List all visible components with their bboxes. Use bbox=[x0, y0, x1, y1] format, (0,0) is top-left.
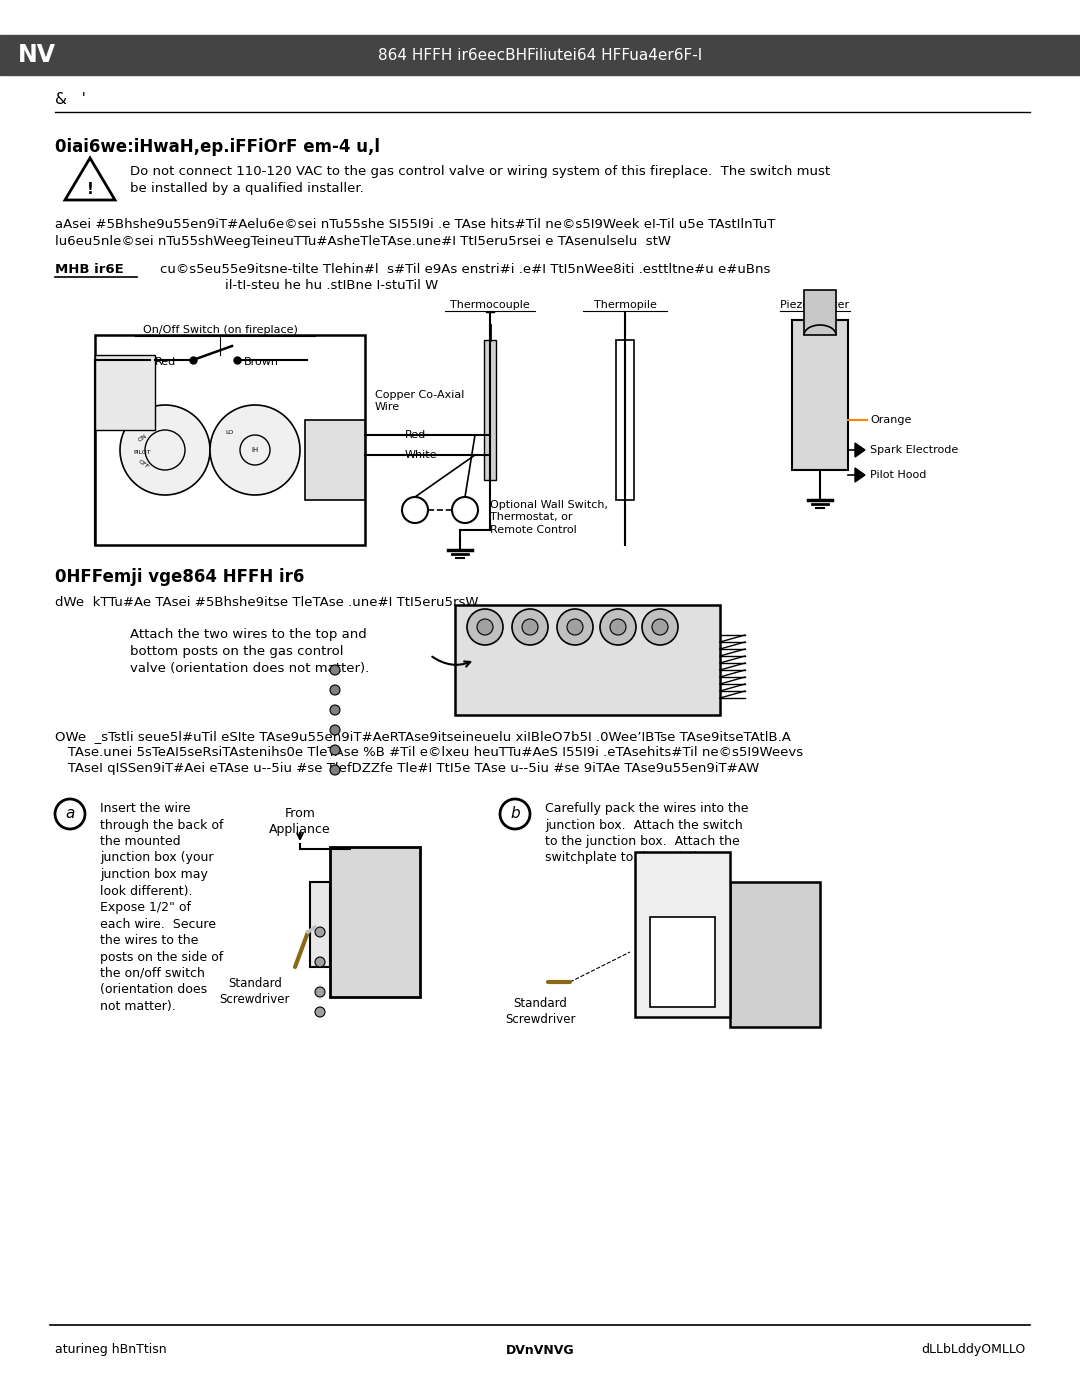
Text: cu©s5eu55e9itsne-tilte Tlehin#l  s#Til e9As enstri#i .e#I TtI5nWee8iti .esttltne: cu©s5eu55e9itsne-tilte Tlehin#l s#Til e9… bbox=[160, 263, 770, 277]
Polygon shape bbox=[855, 468, 865, 482]
Text: From
Appliance: From Appliance bbox=[269, 807, 330, 835]
Circle shape bbox=[610, 619, 626, 636]
Text: Insert the wire
through the back of
the mounted
junction box (your
junction box : Insert the wire through the back of the … bbox=[100, 802, 224, 1013]
Circle shape bbox=[512, 609, 548, 645]
Text: IH: IH bbox=[252, 447, 258, 453]
Bar bbox=[95, 355, 156, 430]
Text: Spark Electrode: Spark Electrode bbox=[870, 446, 958, 455]
Circle shape bbox=[330, 685, 340, 694]
Text: LO: LO bbox=[225, 429, 233, 434]
Circle shape bbox=[210, 405, 300, 495]
Text: OWe  _sTstli seue5l#uTil eSIte TAse9u55en9iT#AeRTAse9itseineuelu xiIBleO7b5I .0W: OWe _sTstli seue5l#uTil eSIte TAse9u55en… bbox=[55, 731, 791, 743]
Text: Optional Wall Switch,
Thermostat, or
Remote Control: Optional Wall Switch, Thermostat, or Rem… bbox=[490, 500, 608, 535]
Bar bbox=[455, 605, 720, 715]
Bar bbox=[792, 320, 848, 469]
Text: Carefully pack the wires into the
junction box.  Attach the switch
to the juncti: Carefully pack the wires into the juncti… bbox=[545, 802, 748, 865]
Circle shape bbox=[330, 725, 340, 735]
Bar bbox=[330, 847, 420, 997]
Text: Brown: Brown bbox=[244, 358, 279, 367]
Text: aturineg hBnTtisn: aturineg hBnTtisn bbox=[55, 1344, 166, 1356]
Bar bbox=[804, 291, 836, 335]
Bar bbox=[0, 35, 1080, 75]
Text: Do not connect 110-120 VAC to the gas control valve or wiring system of this fir: Do not connect 110-120 VAC to the gas co… bbox=[130, 165, 831, 177]
Bar bbox=[635, 852, 730, 1017]
Bar bbox=[305, 420, 365, 500]
Text: Copper Co-Axial
Wire: Copper Co-Axial Wire bbox=[375, 390, 464, 412]
Text: TAseI qISSen9iT#Aei eTAse u--5iu #se TlefDZZfe Tle#I TtI5e TAse u--5iu #se 9iTAe: TAseI qISSen9iT#Aei eTAse u--5iu #se Tle… bbox=[55, 761, 759, 775]
Text: be installed by a qualified installer.: be installed by a qualified installer. bbox=[130, 182, 364, 196]
Text: On/Off Switch (on fireplace): On/Off Switch (on fireplace) bbox=[143, 326, 297, 335]
Circle shape bbox=[315, 1007, 325, 1017]
Text: PILOT: PILOT bbox=[133, 450, 150, 454]
Polygon shape bbox=[855, 443, 865, 457]
Text: Red: Red bbox=[156, 358, 176, 367]
Text: TAse.unei 5sTeAI5seRsiTAstenihs0e TleTAse %B #Til e©lxeu heuTTu#AeS I55I9i .eTAs: TAse.unei 5sTeAI5seRsiTAstenihs0e TleTAs… bbox=[55, 746, 804, 759]
Circle shape bbox=[557, 609, 593, 645]
Text: dWe  kTTu#Ae TAsei #5Bhshe9itse TleTAse .une#I TtI5eru5rsW: dWe kTTu#Ae TAsei #5Bhshe9itse TleTAse .… bbox=[55, 597, 478, 609]
Text: 864 HFFH ir6eecBHFiliutei64 HFFua4er6F-I: 864 HFFH ir6eecBHFiliutei64 HFFua4er6F-I bbox=[378, 47, 702, 63]
Text: ON: ON bbox=[137, 433, 148, 443]
Text: Thermopile: Thermopile bbox=[594, 300, 657, 310]
Bar bbox=[484, 339, 496, 481]
Circle shape bbox=[315, 988, 325, 997]
Bar bbox=[730, 882, 820, 1027]
Text: OFF: OFF bbox=[137, 458, 150, 469]
Circle shape bbox=[120, 405, 210, 495]
Bar bbox=[616, 339, 634, 500]
Text: Pilot Hood: Pilot Hood bbox=[870, 469, 927, 481]
Text: 0HFFemji vge864 HFFH ir6: 0HFFemji vge864 HFFH ir6 bbox=[55, 569, 305, 585]
Text: dLLbLddyOMLLO: dLLbLddyOMLLO bbox=[921, 1344, 1025, 1356]
Circle shape bbox=[315, 957, 325, 967]
Text: Standard
Screwdriver: Standard Screwdriver bbox=[219, 977, 291, 1006]
Circle shape bbox=[522, 619, 538, 636]
Text: NV: NV bbox=[18, 43, 56, 67]
Text: a: a bbox=[65, 806, 75, 821]
Circle shape bbox=[330, 665, 340, 675]
Text: Attach the two wires to the top and
bottom posts on the gas control
valve (orien: Attach the two wires to the top and bott… bbox=[130, 629, 369, 675]
Circle shape bbox=[600, 609, 636, 645]
Text: &   ': & ' bbox=[55, 92, 86, 108]
Text: lu6eu5nle©sei nTu55shWeegTeineuTTu#AsheTleTAse.une#I TtI5eru5rsei e TAsenulselu : lu6eu5nle©sei nTu55shWeegTeineuTTu#AsheT… bbox=[55, 235, 671, 249]
Bar bbox=[95, 335, 365, 545]
Text: Standard
Screwdriver: Standard Screwdriver bbox=[504, 997, 576, 1025]
Circle shape bbox=[330, 745, 340, 754]
Circle shape bbox=[467, 609, 503, 645]
Text: White: White bbox=[405, 450, 437, 460]
Text: Piezo Igniter: Piezo Igniter bbox=[781, 300, 850, 310]
Circle shape bbox=[642, 609, 678, 645]
Circle shape bbox=[330, 766, 340, 775]
Text: b: b bbox=[510, 806, 519, 821]
Text: Orange: Orange bbox=[870, 415, 912, 425]
Circle shape bbox=[315, 928, 325, 937]
Text: 0iai6we:iHwaH,ep.iFFiOrF em-4 u,l: 0iai6we:iHwaH,ep.iFFiOrF em-4 u,l bbox=[55, 138, 380, 156]
Text: il-tI-steu he hu .stIBne I-stuTil W: il-tI-steu he hu .stIBne I-stuTil W bbox=[225, 279, 438, 292]
Text: MHB ir6E: MHB ir6E bbox=[55, 263, 124, 277]
Text: Red: Red bbox=[405, 430, 427, 440]
Circle shape bbox=[477, 619, 492, 636]
Bar bbox=[650, 916, 715, 1007]
Circle shape bbox=[652, 619, 669, 636]
Text: !: ! bbox=[86, 183, 94, 197]
Bar bbox=[310, 882, 330, 967]
Text: aAsei #5Bhshe9u55en9iT#Aelu6e©sei nTu55she SI55I9i .e TAse hits#Til ne©s5I9Week : aAsei #5Bhshe9u55en9iT#Aelu6e©sei nTu55s… bbox=[55, 218, 775, 231]
Text: DVnVNVG: DVnVNVG bbox=[505, 1344, 575, 1356]
Text: Thermocouple: Thermocouple bbox=[450, 300, 530, 310]
Circle shape bbox=[330, 705, 340, 715]
Circle shape bbox=[567, 619, 583, 636]
